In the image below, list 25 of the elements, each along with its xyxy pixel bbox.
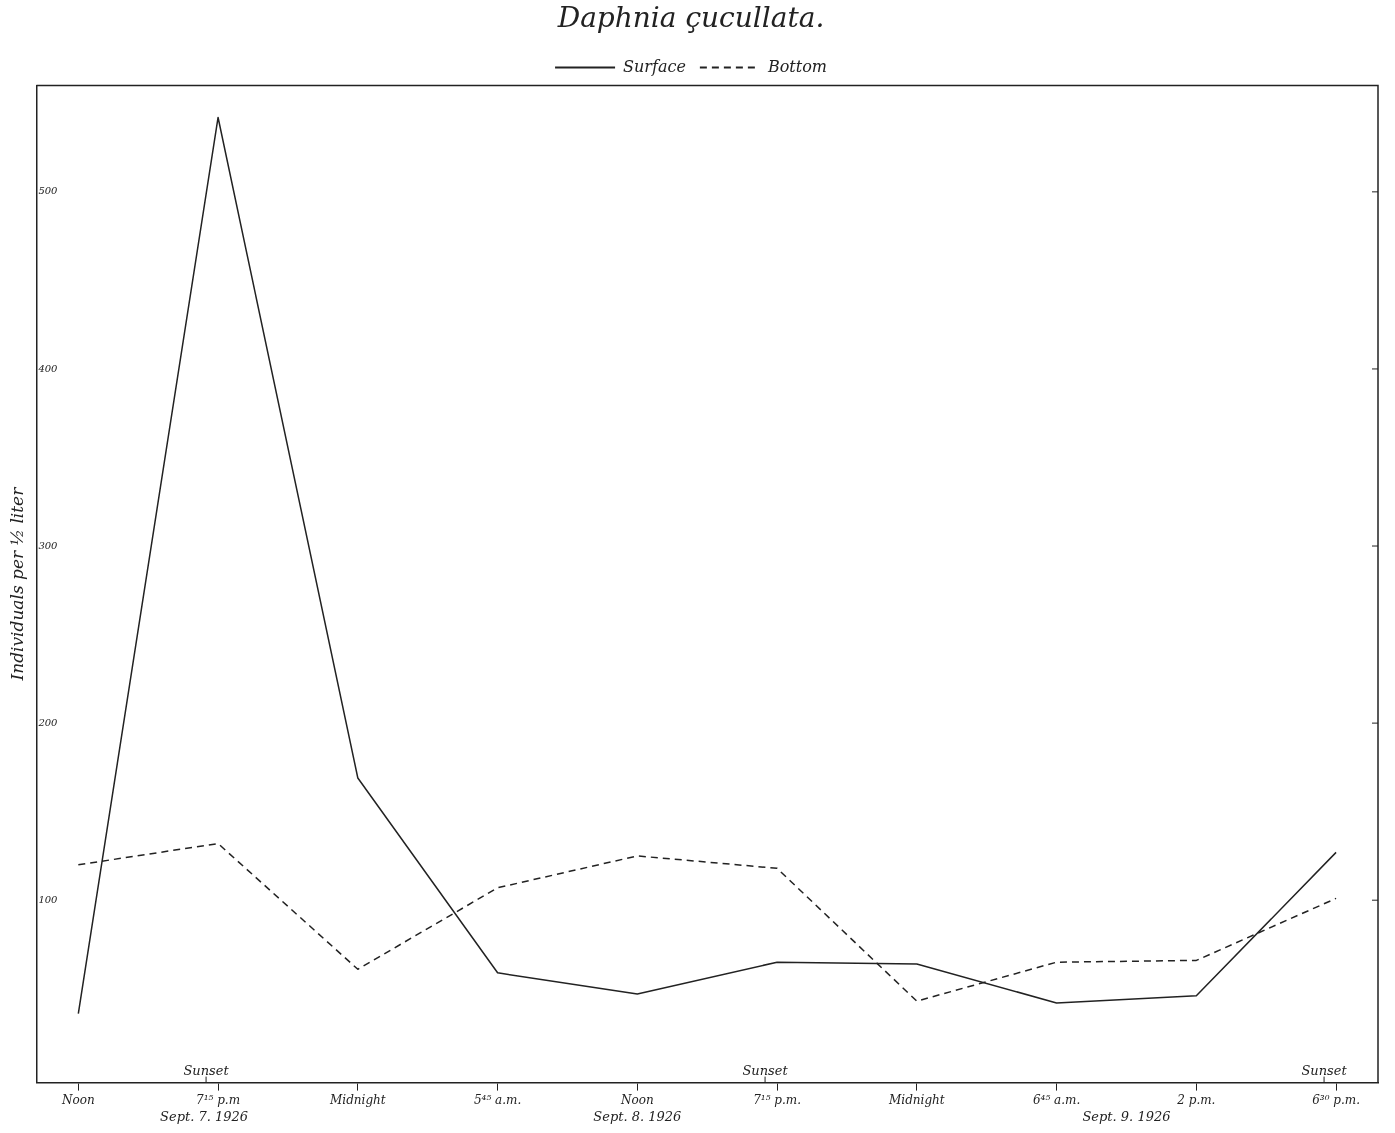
x-tick-label: 7¹⁵ p.m. — [753, 1092, 801, 1107]
y-tick-label: 500 — [38, 185, 59, 197]
y-tick-label: 200 — [37, 716, 59, 728]
y-tick-label: 100 — [38, 893, 59, 905]
annotation: Sunset — [742, 1062, 789, 1078]
y-tick-label: 300 — [38, 539, 59, 551]
legend-label: Bottom — [766, 56, 827, 76]
text: Sept. 7. 1926 — [160, 1108, 249, 1124]
text: Sept. 9. 1926 — [1082, 1108, 1171, 1124]
y-axis-title: Individuals per ½ liter — [6, 486, 27, 682]
x-tick-label: 6³⁰ p.m. — [1312, 1092, 1360, 1107]
x-tick-label: Midnight — [888, 1092, 945, 1107]
x-tick-label: 6⁴⁵ a.m. — [1032, 1092, 1081, 1107]
y-tick-label: 400 — [37, 362, 59, 374]
x-tick-label: 5⁴⁵ a.m. — [473, 1092, 522, 1107]
annotation: Sunset — [183, 1062, 230, 1078]
annotation: Sunset — [1301, 1062, 1348, 1078]
chart-title: Daphnia çucullata. — [556, 1, 825, 35]
text: Sept. 8. 1926 — [593, 1108, 682, 1124]
x-tick-label: Noon — [60, 1092, 95, 1107]
x-tick-label: 7¹⁵ p.m — [196, 1092, 241, 1107]
x-tick-label: Midnight — [329, 1092, 386, 1107]
legend-label: Surface — [623, 56, 686, 76]
x-tick-label: 2 p.m. — [1176, 1092, 1216, 1107]
x-tick-label: Noon — [619, 1092, 654, 1107]
